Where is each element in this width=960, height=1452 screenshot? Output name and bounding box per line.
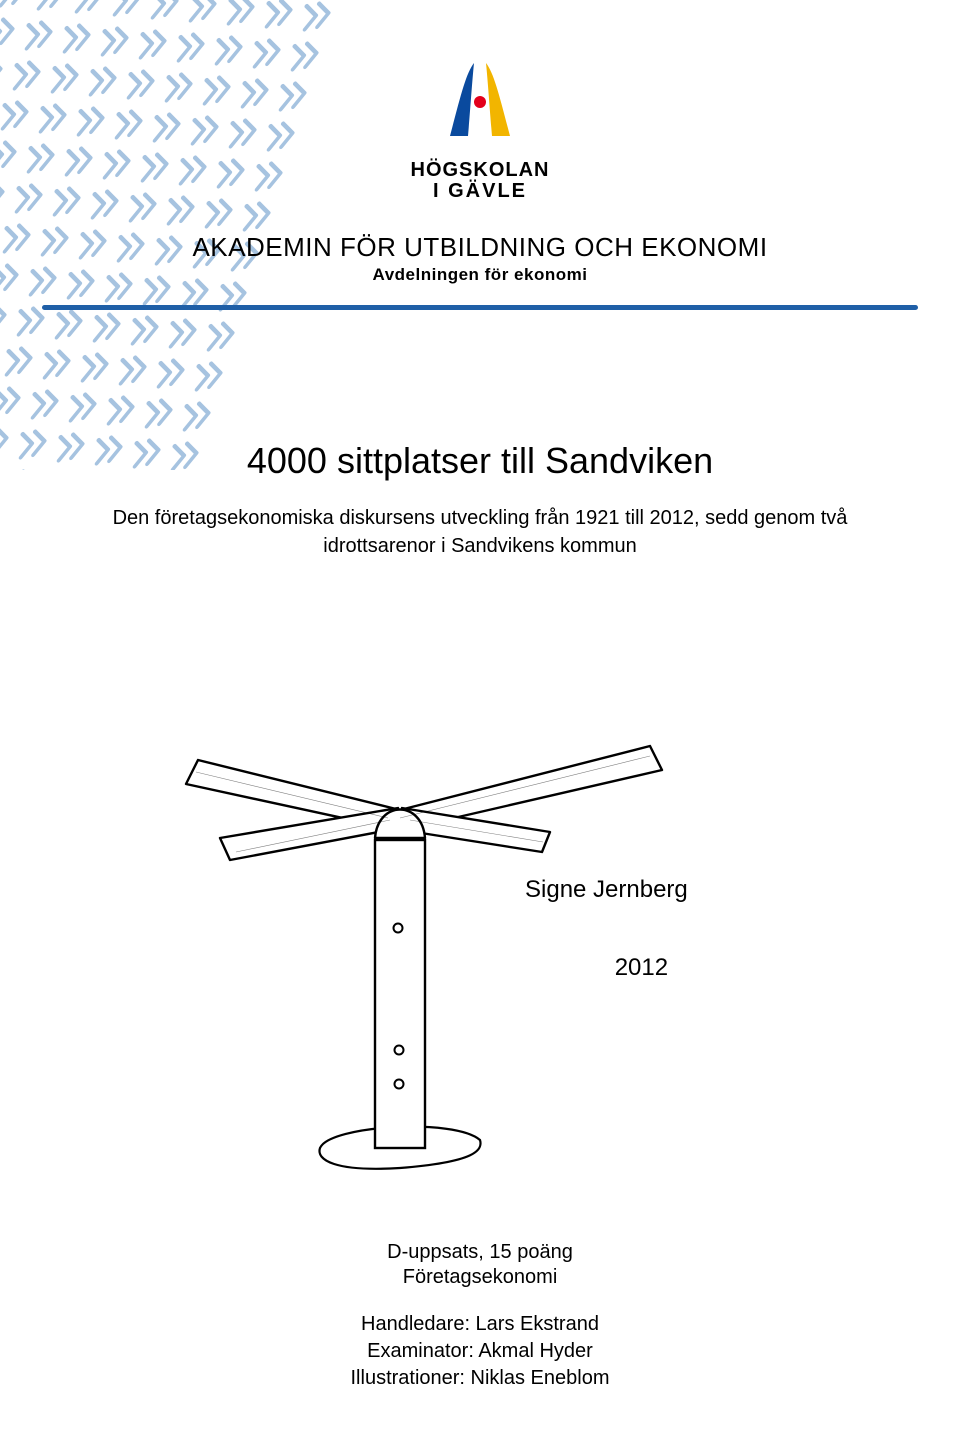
- credit-illustrations: Illustrationer: Niklas Eneblom: [0, 1365, 960, 1392]
- pattern-mark: [54, 425, 92, 470]
- pattern-mark: [2, 339, 40, 385]
- subtitle: Den företagsekonomiska diskursens utveck…: [90, 504, 870, 560]
- pattern-mark: [300, 0, 338, 40]
- thesis-subject: Företagsekonomi: [0, 1266, 960, 1289]
- credit-supervisor: Handledare: Lars Ekstrand: [0, 1311, 960, 1338]
- author-block: Signe Jernberg 2012: [525, 876, 688, 982]
- pattern-mark: [192, 354, 230, 400]
- pattern-mark: [40, 342, 78, 388]
- pattern-mark: [166, 311, 204, 357]
- pattern-mark: [0, 10, 22, 56]
- thesis-type: D-uppsats, 15 poäng: [0, 1241, 960, 1264]
- pattern-mark: [128, 308, 166, 354]
- logo-text-line1: HÖGSKOLAN: [0, 159, 960, 182]
- bottom-block: D-uppsats, 15 poäng Företagsekonomi Hand…: [0, 1241, 960, 1392]
- credit-examiner: Examinator: Akmal Hyder: [0, 1338, 960, 1365]
- pattern-mark: [60, 16, 98, 62]
- pattern-mark: [116, 348, 154, 394]
- divider-rule: [42, 305, 918, 310]
- credits: Handledare: Lars Ekstrand Examinator: Ak…: [0, 1311, 960, 1392]
- academy-title: AKADEMIN FÖR UTBILDNING OCH EKONOMI: [0, 232, 960, 263]
- pattern-mark: [142, 391, 180, 437]
- university-logo-block: HÖGSKOLAN I GÄVLE: [0, 58, 960, 203]
- main-title: 4000 sittplatser till Sandviken: [90, 440, 870, 482]
- document-page: // Build a skewed grid of small double-c…: [0, 0, 960, 1452]
- pattern-mark: [104, 388, 142, 434]
- pattern-mark: [78, 345, 116, 391]
- pattern-mark: [204, 314, 242, 360]
- pattern-mark: [154, 351, 192, 397]
- pattern-mark: [28, 382, 66, 428]
- academy-subtitle: Avdelningen för ekonomi: [0, 265, 960, 285]
- university-logo-icon: [420, 58, 540, 148]
- author-name: Signe Jernberg: [525, 876, 688, 904]
- pattern-mark: [180, 394, 218, 440]
- title-block: 4000 sittplatser till Sandviken Den före…: [90, 440, 870, 560]
- pattern-mark: [90, 305, 128, 351]
- logo-text-line2: I GÄVLE: [0, 180, 960, 203]
- academy-heading: AKADEMIN FÖR UTBILDNING OCH EKONOMI Avde…: [0, 232, 960, 285]
- author-year: 2012: [595, 954, 688, 982]
- pattern-mark: [16, 422, 54, 468]
- pattern-mark: [22, 13, 60, 59]
- pattern-mark: [66, 385, 104, 431]
- pattern-mark: [0, 459, 4, 470]
